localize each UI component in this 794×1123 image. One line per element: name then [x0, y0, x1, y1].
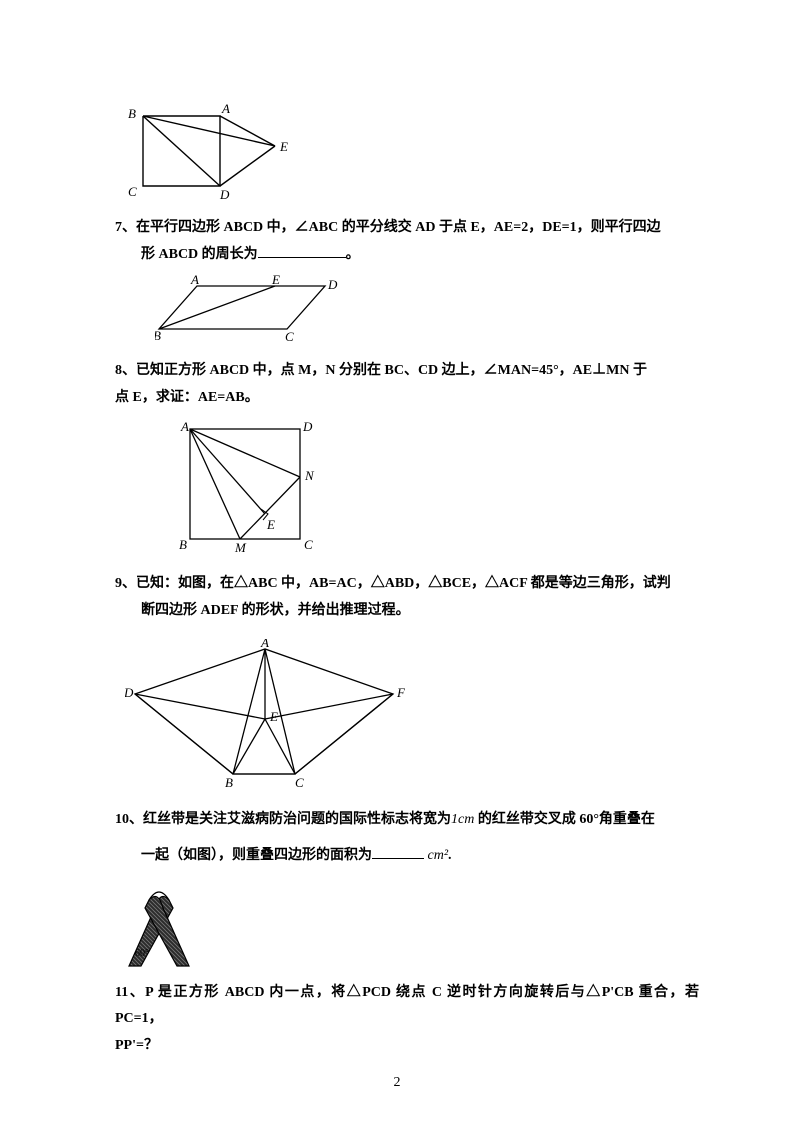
problem-11: 11、P 是正方形 ABCD 内一点，将△PCD 绕点 C 逆时针方向旋转后与△… — [115, 980, 699, 1060]
problem-10-math1: 1cm — [451, 812, 474, 827]
label-E: E — [279, 139, 288, 154]
problem-8-line1: 已知正方形 ABCD 中，点 M，N 分别在 BC、CD 边上，∠MAN=45°… — [136, 363, 647, 378]
label-B: B — [128, 106, 136, 121]
label-E: E — [269, 709, 278, 724]
problem-10-line2-end: . — [448, 848, 452, 863]
problem-10-math2: cm² — [428, 848, 449, 863]
ribbon-angle-label: 60° — [135, 948, 149, 959]
figure-8: A D N B M E C — [175, 417, 699, 557]
problem-9: 9、已知：如图，在△ABC 中，AB=AC，△ABD，△BCE，△ACF 都是等… — [115, 571, 699, 624]
label-E: E — [266, 517, 275, 532]
problem-9-line1: 已知：如图，在△ABC 中，AB=AC，△ABD，△BCE，△ACF 都是等边三… — [136, 576, 671, 591]
label-D: D — [302, 419, 313, 434]
label-D: D — [219, 187, 230, 201]
problem-10-line1a: 红丝带是关注艾滋病防治问题的国际性标志将宽为 — [143, 812, 451, 827]
problem-10: 10、红丝带是关注艾滋病防治问题的国际性标志将宽为1cm 的红丝带交叉成 60°… — [115, 807, 699, 870]
label-D: D — [327, 277, 338, 292]
label-F: F — [396, 685, 405, 700]
problem-7-line2-end: 。 — [346, 247, 360, 262]
problem-11-line1: P 是正方形 ABCD 内一点，将△PCD 绕点 C 逆时针方向旋转后与△P'C… — [115, 985, 699, 1027]
problem-8-line2: 点 E，求证：AE=AB。 — [115, 390, 259, 405]
label-A: A — [190, 274, 199, 287]
label-D: D — [125, 685, 134, 700]
label-A: A — [221, 101, 230, 116]
blank-10 — [372, 846, 424, 860]
page-number: 2 — [0, 1075, 794, 1091]
label-C: C — [304, 537, 313, 552]
label-B: B — [179, 537, 187, 552]
problem-7-line2: 形 ABCD 的周长为 — [141, 247, 258, 262]
label-A: A — [260, 639, 269, 650]
figure-7: A E D B C — [155, 274, 699, 344]
label-C: C — [295, 775, 304, 789]
problem-7-num: 7、 — [115, 220, 136, 235]
label-C: C — [285, 329, 294, 344]
label-B: B — [155, 328, 161, 343]
label-B: B — [225, 775, 233, 789]
problem-11-line2: PP'=？ — [115, 1038, 158, 1053]
label-N: N — [304, 468, 315, 483]
problem-8-num: 8、 — [115, 363, 136, 378]
figure-9: A D F E B C — [125, 639, 699, 789]
problem-9-num: 9、 — [115, 576, 136, 591]
blank-7 — [258, 244, 346, 258]
label-C: C — [128, 184, 137, 199]
label-M: M — [234, 540, 247, 555]
label-A: A — [180, 419, 189, 434]
figure-6: B A E C D — [125, 101, 699, 201]
problem-9-line2: 断四边形 ADEF 的形状，并给出推理过程。 — [141, 603, 410, 618]
label-E: E — [271, 274, 280, 287]
problem-10-num: 10、 — [115, 812, 143, 827]
problem-7: 7、在平行四边形 ABCD 中，∠ABC 的平分线交 AD 于点 E，AE=2，… — [115, 215, 699, 268]
problem-10-line2a: 一起（如图），则重叠四边形的面积为 — [141, 848, 372, 863]
problem-8: 8、已知正方形 ABCD 中，点 M，N 分别在 BC、CD 边上，∠MAN=4… — [115, 358, 699, 411]
figure-10-ribbon: 60° — [121, 878, 699, 970]
problem-7-line1: 在平行四边形 ABCD 中，∠ABC 的平分线交 AD 于点 E，AE=2，DE… — [136, 220, 661, 235]
problem-11-num: 11、 — [115, 985, 145, 1000]
problem-10-line1b: 的红丝带交叉成 60°角重叠在 — [474, 812, 655, 827]
